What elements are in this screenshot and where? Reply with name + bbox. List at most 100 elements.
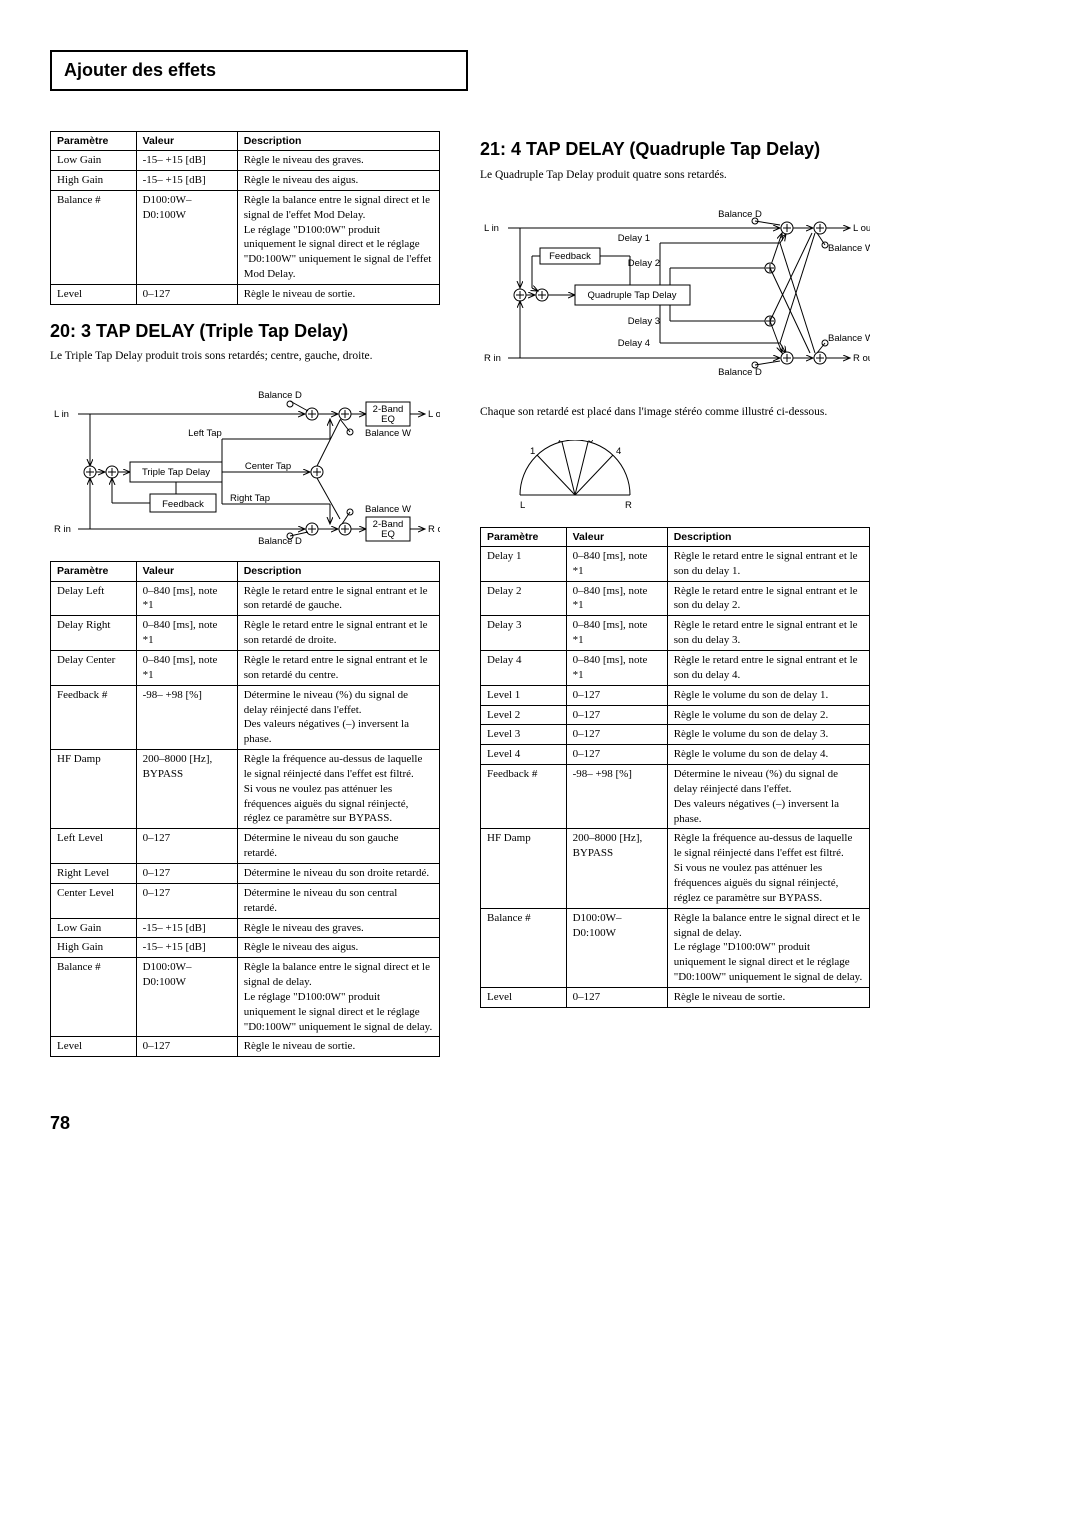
table-cell: Left Level: [51, 829, 137, 864]
svg-text:Center Tap: Center Tap: [245, 461, 291, 472]
quad-tap-diagram: L in Balance D L out Balance W Quadruple…: [480, 203, 870, 383]
section-header: Ajouter des effets: [64, 60, 454, 81]
table-cell: High Gain: [51, 938, 137, 958]
section-header-box: Ajouter des effets: [50, 50, 468, 91]
th: Valeur: [136, 132, 237, 151]
table-row: Level 20–127Règle le volume du son de de…: [481, 705, 870, 725]
table-cell: Détermine le niveau (%) du signal de del…: [667, 765, 869, 829]
table-row: Delay 20–840 [ms], note *1Règle le retar…: [481, 581, 870, 616]
th: Paramètre: [51, 562, 137, 581]
table-cell: -15– +15 [dB]: [136, 151, 237, 171]
table-cell: 0–127: [136, 1037, 237, 1057]
table-cell: 200–8000 [Hz], BYPASS: [566, 829, 667, 908]
th: Description: [237, 132, 439, 151]
table-cell: Feedback #: [51, 685, 137, 749]
table-row: Balance #D100:0W– D0:100WRègle la balanc…: [51, 190, 440, 284]
table-cell: 0–840 [ms], note *1: [566, 616, 667, 651]
table-cell: Level: [51, 284, 137, 304]
table-cell: Règle le niveau de sortie.: [667, 987, 869, 1007]
table-cell: Delay Left: [51, 581, 137, 616]
table-cell: Feedback #: [481, 765, 567, 829]
svg-text:1: 1: [530, 446, 535, 457]
table-cell: 200–8000 [Hz], BYPASS: [136, 750, 237, 829]
table-cell: Règle le niveau de sortie.: [237, 1037, 439, 1057]
table-row: Low Gain-15– +15 [dB]Règle le niveau des…: [51, 151, 440, 171]
table-cell: 0–127: [136, 284, 237, 304]
right-column: 21: 4 TAP DELAY (Quadruple Tap Delay) Le…: [480, 131, 870, 1073]
table-cell: Delay Center: [51, 651, 137, 686]
table-cell: -98– +98 [%]: [136, 685, 237, 749]
table-cell: Delay Right: [51, 616, 137, 651]
table-row: Delay 30–840 [ms], note *1Règle le retar…: [481, 616, 870, 651]
svg-text:3: 3: [588, 440, 593, 445]
table-cell: -15– +15 [dB]: [136, 918, 237, 938]
table-cell: 0–127: [566, 987, 667, 1007]
svg-text:Balance D: Balance D: [258, 390, 302, 401]
table-cell: Règle le retard entre le signal entrant …: [667, 651, 869, 686]
table-cell: Règle le niveau des aigus.: [237, 171, 439, 191]
table-row: Feedback #-98– +98 [%]Détermine le nivea…: [481, 765, 870, 829]
table-row: HF Damp200–8000 [Hz], BYPASSRègle la fré…: [51, 750, 440, 829]
table-cell: Règle le volume du son de delay 4.: [667, 745, 869, 765]
table-row: Feedback #-98– +98 [%]Détermine le nivea…: [51, 685, 440, 749]
table-cell: 0–840 [ms], note *1: [566, 581, 667, 616]
table-row: Level 30–127Règle le volume du son de de…: [481, 725, 870, 745]
svg-text:Balance D: Balance D: [258, 536, 302, 544]
table-cell: Règle le volume du son de delay 1.: [667, 685, 869, 705]
svg-text:Balance W: Balance W: [828, 243, 870, 254]
table-cell: HF Damp: [481, 829, 567, 908]
triple-tap-diagram: L in Balance D 2-Band EQ L out Balance W: [50, 384, 440, 544]
table-cell: Règle le niveau des graves.: [237, 918, 439, 938]
table-cell: Règle le niveau des graves.: [237, 151, 439, 171]
table-cell: -15– +15 [dB]: [136, 171, 237, 191]
svg-text:Delay 2: Delay 2: [628, 258, 660, 269]
section-21-caption: Chaque son retardé est placé dans l'imag…: [480, 404, 870, 420]
svg-text:Left Tap: Left Tap: [188, 428, 222, 439]
table-cell: Règle la balance entre le signal direct …: [237, 190, 439, 284]
table-cell: D100:0W– D0:100W: [136, 190, 237, 284]
svg-text:L out: L out: [428, 409, 440, 420]
table-row: Level0–127Règle le niveau de sortie.: [481, 987, 870, 1007]
param-table-21: Paramètre Valeur Description Delay 10–84…: [480, 527, 870, 1008]
svg-text:Delay 3: Delay 3: [628, 316, 660, 327]
table-cell: Balance #: [51, 958, 137, 1037]
th: Description: [667, 527, 869, 546]
table-cell: 0–127: [566, 705, 667, 725]
svg-text:EQ: EQ: [381, 414, 395, 425]
svg-text:L in: L in: [54, 409, 69, 420]
th: Valeur: [566, 527, 667, 546]
table-cell: Règle la fréquence au-dessus de laquelle…: [237, 750, 439, 829]
table-cell: Règle la balance entre le signal direct …: [237, 958, 439, 1037]
table-cell: Détermine le niveau du son central retar…: [237, 883, 439, 918]
table-cell: -15– +15 [dB]: [136, 938, 237, 958]
table-cell: Détermine le niveau du son droite retard…: [237, 863, 439, 883]
table-cell: Règle le retard entre le signal entrant …: [237, 616, 439, 651]
table-cell: 0–840 [ms], note *1: [136, 581, 237, 616]
svg-text:L out: L out: [853, 223, 870, 234]
table-cell: D100:0W– D0:100W: [566, 908, 667, 987]
table-row: Delay Right0–840 [ms], note *1Règle le r…: [51, 616, 440, 651]
table-cell: Règle le volume du son de delay 2.: [667, 705, 869, 725]
th: Description: [237, 562, 439, 581]
table-row: Delay Left0–840 [ms], note *1Règle le re…: [51, 581, 440, 616]
svg-text:Feedback: Feedback: [549, 251, 591, 262]
table-row: Delay 10–840 [ms], note *1Règle le retar…: [481, 546, 870, 581]
svg-text:Balance W: Balance W: [365, 504, 411, 515]
table-cell: Level 2: [481, 705, 567, 725]
table-row: HF Damp200–8000 [Hz], BYPASSRègle la fré…: [481, 829, 870, 908]
table-row: High Gain-15– +15 [dB]Règle le niveau de…: [51, 938, 440, 958]
svg-text:R out: R out: [853, 353, 870, 364]
table-cell: Règle le niveau des aigus.: [237, 938, 439, 958]
table-cell: 0–127: [566, 685, 667, 705]
svg-text:R in: R in: [484, 353, 501, 364]
svg-text:L: L: [520, 500, 525, 510]
left-column: Paramètre Valeur Description Low Gain-15…: [50, 131, 440, 1073]
table-cell: Règle le retard entre le signal entrant …: [667, 616, 869, 651]
table-cell: Level 4: [481, 745, 567, 765]
table-cell: Règle le retard entre le signal entrant …: [237, 651, 439, 686]
table-cell: 0–127: [136, 863, 237, 883]
table-cell: Delay 3: [481, 616, 567, 651]
table-cell: 0–840 [ms], note *1: [136, 616, 237, 651]
svg-text:Balance D: Balance D: [718, 367, 762, 378]
section-21-title: 21: 4 TAP DELAY (Quadruple Tap Delay): [480, 139, 870, 161]
